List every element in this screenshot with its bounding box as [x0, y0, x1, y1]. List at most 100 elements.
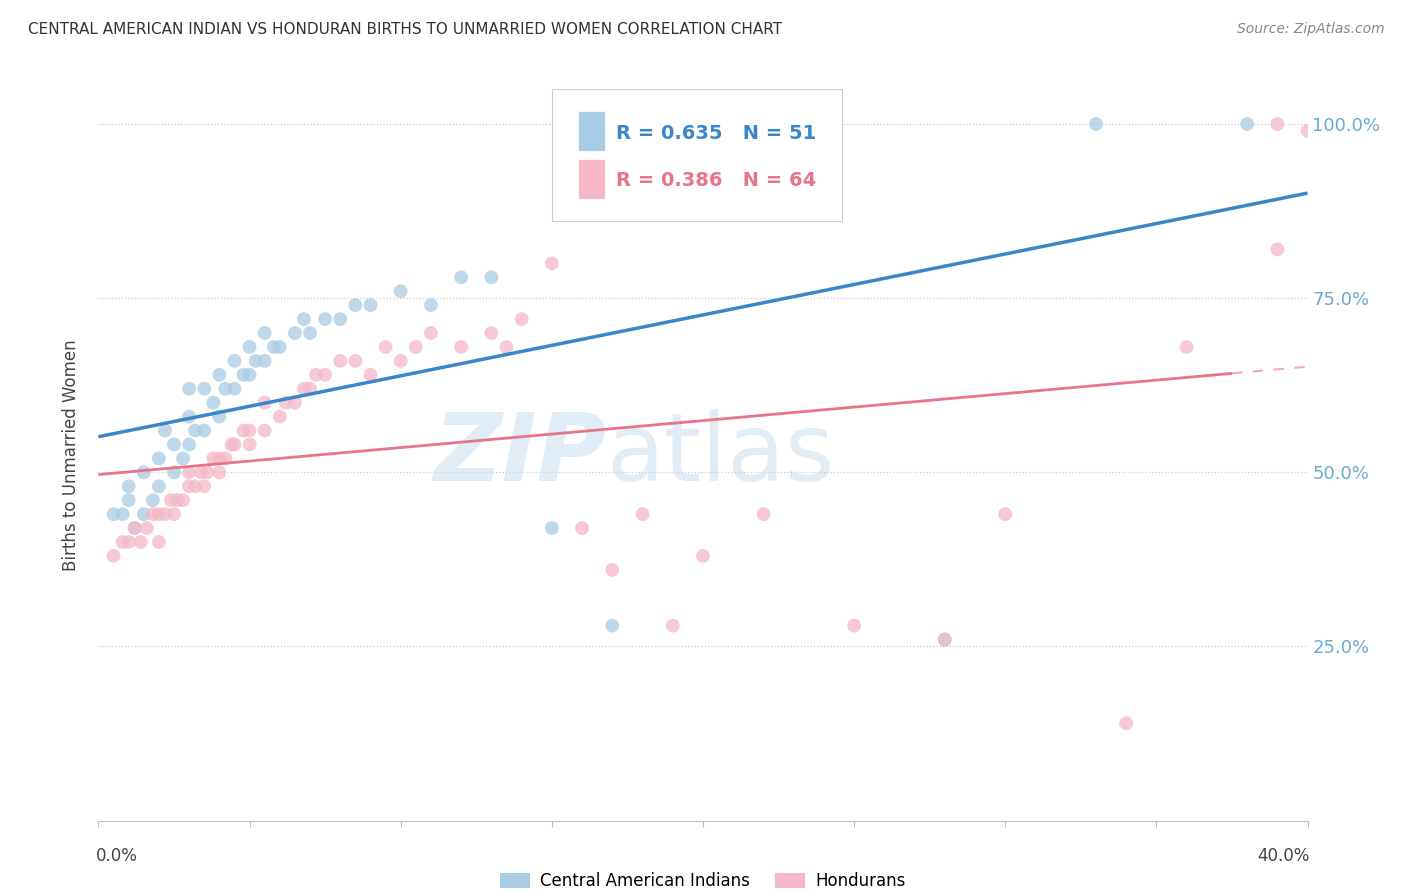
Point: [179, 409, 201, 424]
Point: [224, 437, 246, 451]
Point: [299, 326, 322, 340]
Point: [224, 354, 246, 368]
Point: [148, 535, 170, 549]
Point: [1175, 340, 1198, 354]
Point: [195, 466, 218, 480]
Point: [193, 479, 215, 493]
Bar: [578, 159, 605, 199]
Point: [329, 312, 352, 326]
Point: [360, 298, 382, 312]
Point: [374, 340, 396, 354]
Point: [389, 284, 412, 298]
Point: [118, 479, 141, 493]
Point: [450, 270, 472, 285]
Point: [1115, 716, 1137, 731]
Point: [148, 479, 170, 493]
Point: [934, 632, 956, 647]
Point: [495, 340, 517, 354]
Point: [232, 368, 254, 382]
Point: [274, 395, 297, 409]
Point: [450, 340, 472, 354]
Point: [263, 340, 285, 354]
Point: [163, 507, 186, 521]
Legend: Central American Indians, Hondurans: Central American Indians, Hondurans: [494, 865, 912, 892]
Point: [124, 521, 146, 535]
Point: [208, 451, 231, 466]
Point: [420, 326, 443, 340]
Point: [540, 256, 562, 270]
Point: [179, 437, 201, 451]
Point: [253, 354, 276, 368]
Point: [148, 507, 170, 521]
Text: R = 0.386   N = 64: R = 0.386 N = 64: [616, 171, 817, 190]
Point: [934, 632, 956, 647]
Point: [160, 493, 183, 508]
Point: [132, 466, 155, 480]
Point: [314, 312, 336, 326]
Point: [163, 437, 186, 451]
Point: [299, 382, 322, 396]
Point: [360, 368, 382, 382]
Point: [208, 409, 231, 424]
Point: [253, 395, 276, 409]
Point: [510, 312, 533, 326]
Point: [111, 535, 134, 549]
Point: [253, 424, 276, 438]
Point: [692, 549, 714, 563]
Point: [132, 507, 155, 521]
Text: CENTRAL AMERICAN INDIAN VS HONDURAN BIRTHS TO UNMARRIED WOMEN CORRELATION CHART: CENTRAL AMERICAN INDIAN VS HONDURAN BIRT…: [28, 22, 782, 37]
Point: [305, 368, 328, 382]
Text: ZIP: ZIP: [433, 409, 606, 501]
Point: [389, 354, 412, 368]
Point: [179, 479, 201, 493]
FancyBboxPatch shape: [553, 89, 842, 221]
Point: [184, 424, 207, 438]
Point: [224, 382, 246, 396]
Point: [692, 186, 714, 201]
Point: [153, 424, 176, 438]
Point: [208, 466, 231, 480]
Point: [481, 326, 503, 340]
Point: [118, 535, 141, 549]
Point: [631, 507, 654, 521]
Point: [284, 395, 307, 409]
Point: [314, 368, 336, 382]
Point: [129, 535, 152, 549]
Point: [202, 395, 225, 409]
Text: atlas: atlas: [606, 409, 835, 501]
Point: [239, 437, 262, 451]
Point: [571, 521, 593, 535]
Point: [602, 563, 624, 577]
Point: [481, 270, 503, 285]
Point: [153, 507, 176, 521]
Point: [239, 424, 262, 438]
Point: [344, 354, 367, 368]
Point: [292, 312, 315, 326]
Point: [172, 451, 194, 466]
Point: [405, 340, 427, 354]
Point: [221, 437, 243, 451]
Point: [245, 354, 267, 368]
Text: Source: ZipAtlas.com: Source: ZipAtlas.com: [1237, 22, 1385, 37]
Point: [103, 549, 125, 563]
Point: [253, 326, 276, 340]
Point: [239, 368, 262, 382]
Point: [269, 340, 291, 354]
Point: [239, 340, 262, 354]
Point: [232, 424, 254, 438]
Point: [135, 521, 157, 535]
Y-axis label: Births to Unmarried Women: Births to Unmarried Women: [62, 339, 80, 571]
Point: [184, 479, 207, 493]
Point: [1085, 117, 1108, 131]
Point: [124, 521, 146, 535]
Point: [163, 466, 186, 480]
Point: [540, 521, 562, 535]
Point: [148, 451, 170, 466]
Bar: [578, 112, 605, 152]
Point: [292, 382, 315, 396]
Point: [118, 493, 141, 508]
Point: [103, 507, 125, 521]
Point: [111, 507, 134, 521]
Point: [202, 451, 225, 466]
Point: [284, 326, 307, 340]
